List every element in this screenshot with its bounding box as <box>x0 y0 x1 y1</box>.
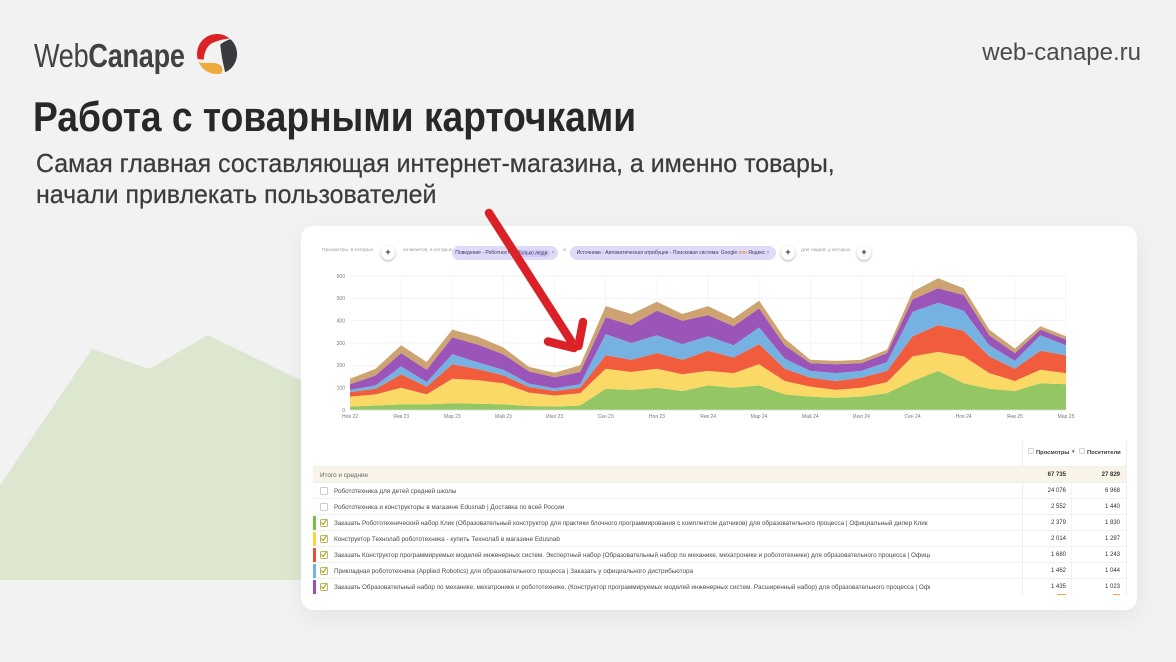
svg-text:300: 300 <box>337 341 346 347</box>
svg-text:Ноя 24: Ноя 24 <box>956 414 972 420</box>
svg-text:Июл 24: Июл 24 <box>853 414 870 420</box>
svg-text:Мар 24: Мар 24 <box>751 414 768 420</box>
svg-text:Сен 23: Сен 23 <box>598 414 614 420</box>
svg-text:500: 500 <box>337 296 346 302</box>
svg-text:400: 400 <box>337 319 346 325</box>
svg-text:200: 200 <box>337 363 346 369</box>
svg-text:Май 23: Май 23 <box>495 413 512 420</box>
svg-text:Янв 23: Янв 23 <box>393 414 409 420</box>
svg-text:Янв 24: Янв 24 <box>700 414 716 420</box>
svg-text:Июл 23: Июл 23 <box>546 414 563 420</box>
svg-text:Янв 25: Янв 25 <box>1007 414 1023 420</box>
svg-text:Мар 25: Мар 25 <box>1058 414 1075 420</box>
svg-text:Ноя 23: Ноя 23 <box>649 414 665 420</box>
svg-text:600: 600 <box>337 274 346 280</box>
svg-text:Мар 23: Мар 23 <box>444 414 461 420</box>
svg-text:100: 100 <box>337 386 346 392</box>
svg-text:0: 0 <box>342 408 345 414</box>
svg-text:Сен 24: Сен 24 <box>905 414 921 420</box>
svg-text:Ноя 22: Ноя 22 <box>342 414 358 420</box>
svg-text:Май 24: Май 24 <box>802 413 819 420</box>
